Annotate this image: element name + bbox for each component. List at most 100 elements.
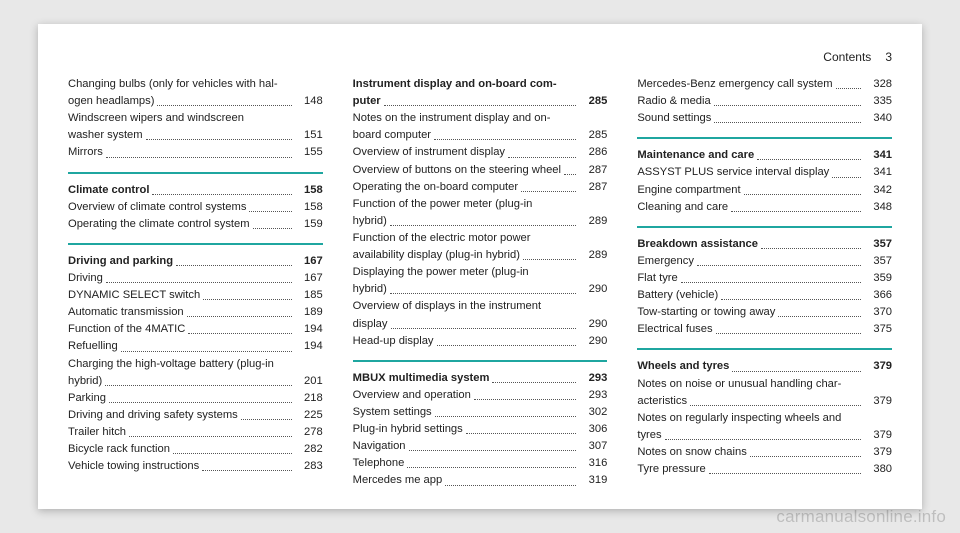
toc-entry-label: Flat tyre	[637, 271, 677, 286]
toc-entry-page: 194	[295, 322, 323, 337]
toc-entry-page: 342	[864, 183, 892, 198]
toc-entry: Mirrors155	[68, 144, 323, 161]
toc-entry-page: 379	[864, 428, 892, 443]
toc-entry-page: 285	[579, 128, 607, 143]
toc-entry-page: 282	[295, 442, 323, 457]
toc-entry: Driving and parking167	[68, 253, 323, 270]
toc-entry: board computer285	[353, 127, 608, 144]
toc-leader-dots	[445, 485, 576, 486]
toc-leader-dots	[761, 248, 861, 249]
toc-entry-label: availability display (plug-in hybrid)	[353, 248, 520, 263]
toc-leader-dots	[253, 228, 292, 229]
toc-entry-label: Notes on the instrument display and on-	[353, 111, 551, 126]
toc-entry-page: 341	[864, 148, 892, 163]
toc-column: Instrument display and on-board com-pute…	[353, 76, 608, 490]
toc-leader-dots	[409, 450, 577, 451]
toc-entry: Notes on snow chains379	[637, 444, 892, 461]
toc-entry: hybrid)201	[68, 373, 323, 390]
toc-entry-label: Windscreen wipers and windscreen	[68, 111, 244, 126]
toc-leader-dots	[106, 157, 292, 158]
toc-entry-label: hybrid)	[68, 374, 102, 389]
toc-entry: display290	[353, 316, 608, 333]
toc-leader-dots	[836, 88, 861, 89]
toc-leader-dots	[732, 371, 861, 372]
toc-entry-page: 319	[579, 473, 607, 488]
toc-entry-page: 167	[295, 254, 323, 269]
toc-entry-label: hybrid)	[353, 282, 387, 297]
toc-entry-label: Automatic transmission	[68, 305, 184, 320]
toc-leader-dots	[709, 473, 861, 474]
toc-entry-label: Breakdown assistance	[637, 237, 758, 252]
toc-entry-label: Plug-in hybrid settings	[353, 422, 463, 437]
toc-entry-label: Climate control	[68, 183, 149, 198]
toc-column: Changing bulbs (only for vehicles with h…	[68, 76, 323, 490]
toc-leader-dots	[187, 316, 292, 317]
toc-entry-label: Trailer hitch	[68, 425, 126, 440]
toc-entry-label: display	[353, 317, 388, 332]
toc-entry-page: 335	[864, 94, 892, 109]
toc-entry: Operating the on-board computer287	[353, 179, 608, 196]
toc-entry: Driving and driving safety systems225	[68, 407, 323, 424]
toc-entry-label: Displaying the power meter (plug-in	[353, 265, 529, 280]
toc-entry-label: Engine compartment	[637, 183, 740, 198]
toc-leader-dots	[109, 402, 292, 403]
toc-entry: Instrument display and on-board com-	[353, 76, 608, 93]
toc-entry-label: MBUX multimedia system	[353, 371, 490, 386]
toc-entry-page: 375	[864, 322, 892, 337]
toc-entry: ASSYST PLUS service interval display341	[637, 164, 892, 181]
toc-entry: Overview of climate control systems158	[68, 199, 323, 216]
toc-entry: Overview and operation293	[353, 387, 608, 404]
toc-leader-dots	[384, 105, 577, 106]
toc-entry: Climate control158	[68, 182, 323, 199]
toc-leader-dots	[241, 419, 292, 420]
toc-entry: Notes on regularly inspecting wheels and	[637, 410, 892, 427]
toc-leader-dots	[681, 282, 861, 283]
toc-entry: Battery (vehicle)366	[637, 287, 892, 304]
toc-entry: Windscreen wipers and windscreen	[68, 110, 323, 127]
section-separator	[353, 360, 608, 362]
toc-leader-dots	[508, 157, 576, 158]
toc-leader-dots	[521, 191, 576, 192]
toc-entry: Refuelling194	[68, 338, 323, 355]
toc-entry: Maintenance and care341	[637, 147, 892, 164]
toc-leader-dots	[714, 122, 861, 123]
section-separator	[637, 137, 892, 139]
toc-entry: Driving 167	[68, 270, 323, 287]
toc-entry-page: 340	[864, 111, 892, 126]
toc-entry-label: Battery (vehicle)	[637, 288, 718, 303]
toc-entry-page: 159	[295, 217, 323, 232]
toc-leader-dots	[152, 194, 291, 195]
toc-entry-page: 286	[579, 145, 607, 160]
toc-leader-dots	[157, 105, 291, 106]
toc-entry-page: 225	[295, 408, 323, 423]
toc-entry: Charging the high-voltage battery (plug-…	[68, 356, 323, 373]
toc-entry: Sound settings340	[637, 110, 892, 127]
toc-entry: Overview of instrument display286	[353, 144, 608, 161]
toc-entry: hybrid)290	[353, 281, 608, 298]
toc-leader-dots	[697, 265, 861, 266]
toc-leader-dots	[714, 105, 861, 106]
toc-entry-label: Notes on noise or unusual handling char-	[637, 377, 841, 392]
toc-entry-page: 379	[864, 394, 892, 409]
toc-entry-page: 293	[579, 371, 607, 386]
toc-leader-dots	[407, 467, 576, 468]
toc-leader-dots	[176, 265, 292, 266]
toc-entry: Notes on the instrument display and on-	[353, 110, 608, 127]
manual-page: Contents 3 Changing bulbs (only for vehi…	[38, 24, 922, 509]
toc-leader-dots	[173, 453, 292, 454]
toc-entry-page: 158	[295, 200, 323, 215]
toc-leader-dots	[721, 299, 861, 300]
toc-leader-dots	[390, 225, 576, 226]
toc-entry-label: Function of the power meter (plug-in	[353, 197, 533, 212]
toc-entry: Electrical fuses375	[637, 321, 892, 338]
section-separator	[637, 348, 892, 350]
toc-entry-label: Driving	[68, 271, 103, 286]
toc-entry-label: Function of the 4MATIC	[68, 322, 185, 337]
watermark: carmanualsonline.info	[776, 507, 946, 527]
toc-entry-label: ogen headlamps)	[68, 94, 154, 109]
toc-leader-dots	[203, 299, 291, 300]
toc-entry: Overview of displays in the instrument	[353, 298, 608, 315]
section-separator	[637, 226, 892, 228]
toc-entry: tyres379	[637, 427, 892, 444]
toc-entry-page: 167	[295, 271, 323, 286]
